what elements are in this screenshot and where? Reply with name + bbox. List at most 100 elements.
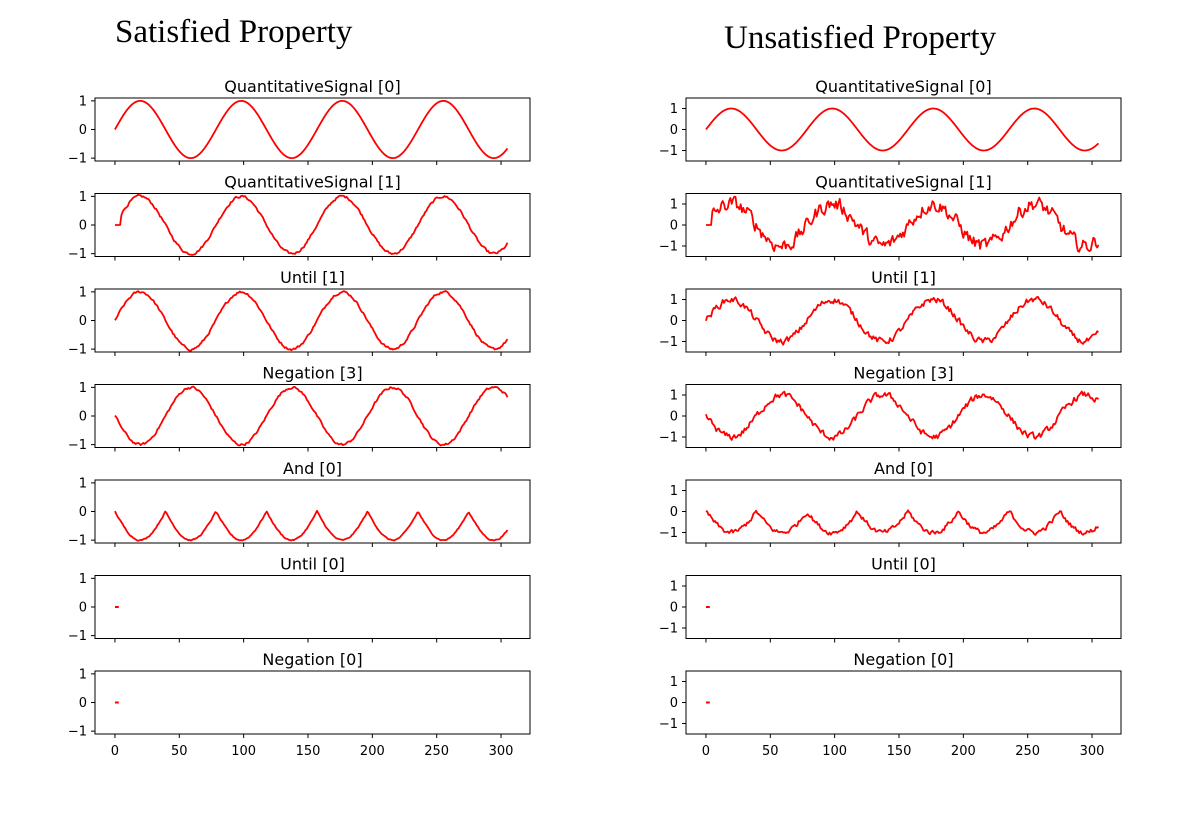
subplot-title: Until [1] (280, 268, 345, 287)
axes-frame (685, 288, 1122, 353)
y-tick-label: 1 (79, 476, 87, 491)
axes-frame (94, 193, 531, 257)
y-tick-label: −1 (68, 438, 87, 453)
y-tick-label: −1 (68, 152, 87, 167)
axes-frame (94, 670, 531, 735)
subplot-title: QuantitativeSignal [0] (815, 77, 991, 96)
subplot-unsatisfied-5: Until [0] −1 0 1 (659, 555, 1122, 643)
y-tick-label: 0 (79, 410, 87, 425)
x-tick-label: 250 (1015, 744, 1040, 759)
subplot-satisfied-6: Negation [0] −1 0 1 0 50 100 150 200 250 300 (68, 650, 531, 759)
axes-frame (94, 575, 531, 639)
subplot-title: Until [0] (280, 555, 345, 574)
satisfied-property-title: Satisfied Property (115, 14, 353, 50)
axes-frame (685, 97, 1122, 162)
subplot-satisfied-3: Negation [3] −1 0 1 (68, 364, 531, 453)
subplot-title: Negation [0] (262, 650, 362, 669)
y-tick-label: −1 (68, 534, 87, 549)
x-tick-label: 300 (1080, 744, 1105, 759)
y-tick-label: 0 (79, 314, 87, 329)
y-tick-label: 0 (79, 219, 87, 234)
x-tick-label: 300 (489, 744, 514, 759)
y-tick-label: 0 (670, 505, 678, 520)
signal-line (114, 193, 509, 256)
axes-frame (94, 479, 531, 544)
y-tick-label: 0 (79, 505, 87, 520)
x-tick-label: 150 (887, 744, 912, 759)
axes-frame (685, 479, 1122, 544)
subplot-satisfied-1: QuantitativeSignal [1] −1 0 1 (68, 173, 531, 262)
y-tick-label: 0 (670, 219, 678, 234)
x-tick-label: 200 (360, 744, 385, 759)
y-tick-label: −1 (659, 335, 678, 350)
x-tick-label: 0 (111, 744, 119, 759)
x-tick-label: 250 (424, 744, 449, 759)
y-tick-label: −1 (659, 622, 678, 637)
y-tick-label: 1 (670, 484, 678, 499)
axes-frame (685, 575, 1122, 639)
y-tick-label: 0 (670, 314, 678, 329)
signal-line (114, 290, 509, 352)
y-tick-label: −1 (68, 629, 87, 644)
subplot-satisfied-5: Until [0] −1 0 1 (68, 555, 531, 644)
signal-line (705, 390, 1100, 441)
x-tick-label: 150 (296, 744, 321, 759)
subplot-title: And [0] (283, 459, 342, 478)
subplot-title: And [0] (874, 459, 933, 478)
y-tick-label: 0 (79, 123, 87, 138)
subplot-satisfied-4: And [0] −1 0 1 (68, 459, 531, 549)
subplot-unsatisfied-4: And [0] −1 0 1 (659, 459, 1122, 547)
y-tick-label: 1 (79, 285, 87, 300)
y-tick-label: −1 (68, 343, 87, 358)
subplot-unsatisfied-1: QuantitativeSignal [1] −1 0 1 (659, 173, 1122, 261)
signal-line (705, 195, 1100, 253)
y-tick-label: 0 (670, 601, 678, 616)
y-tick-label: −1 (659, 144, 678, 159)
axes-frame (685, 384, 1122, 448)
y-tick-label: 1 (670, 389, 678, 404)
y-tick-label: 1 (670, 675, 678, 690)
signal-line (705, 509, 1100, 536)
signal-line (705, 107, 1100, 152)
y-tick-label: −1 (659, 526, 678, 541)
subplot-title: Negation [0] (853, 650, 953, 669)
axes-frame (94, 384, 531, 448)
x-tick-label: 50 (762, 744, 779, 759)
y-tick-label: 0 (79, 601, 87, 616)
x-tick-label: 200 (951, 744, 976, 759)
y-tick-label: −1 (659, 717, 678, 732)
axes-frame (685, 670, 1122, 735)
y-tick-label: 1 (670, 580, 678, 595)
y-tick-label: −1 (68, 247, 87, 262)
subplot-satisfied-0: QuantitativeSignal [0] −1 0 1 (68, 77, 531, 167)
y-tick-label: 1 (670, 102, 678, 117)
subplot-title: QuantitativeSignal [1] (815, 173, 991, 192)
y-tick-label: 1 (670, 293, 678, 308)
axes-frame (685, 193, 1122, 257)
subplot-title: QuantitativeSignal [1] (224, 173, 400, 192)
y-tick-label: 0 (670, 696, 678, 711)
subplot-unsatisfied-2: Until [1] −1 0 1 (659, 268, 1122, 356)
y-tick-label: 1 (79, 667, 87, 682)
unsatisfied-property-title: Unsatisfied Property (724, 20, 997, 56)
signal-line (114, 509, 509, 542)
y-tick-label: 0 (79, 696, 87, 711)
x-tick-label: 100 (822, 744, 847, 759)
y-tick-label: 1 (79, 94, 87, 109)
subplot-title: QuantitativeSignal [0] (224, 77, 400, 96)
subplot-unsatisfied-6: Negation [0] −1 0 1 0 50 100 150 200 250 300 (659, 650, 1122, 759)
signal-line (705, 296, 1099, 346)
y-tick-label: 0 (670, 123, 678, 138)
x-tick-label: 0 (702, 744, 710, 759)
subplot-unsatisfied-0: QuantitativeSignal [0] −1 0 1 (659, 77, 1122, 165)
signal-line (114, 99, 509, 160)
y-tick-label: −1 (659, 240, 678, 255)
subplot-unsatisfied-3: Negation [3] −1 0 1 (659, 364, 1122, 452)
x-tick-label: 100 (231, 744, 256, 759)
subplot-title: Until [1] (871, 268, 936, 287)
subplot-title: Negation [3] (853, 364, 953, 383)
subplot-satisfied-2: Until [1] −1 0 1 (68, 268, 531, 358)
subplot-title: Negation [3] (262, 364, 362, 383)
x-tick-label: 50 (171, 744, 188, 759)
